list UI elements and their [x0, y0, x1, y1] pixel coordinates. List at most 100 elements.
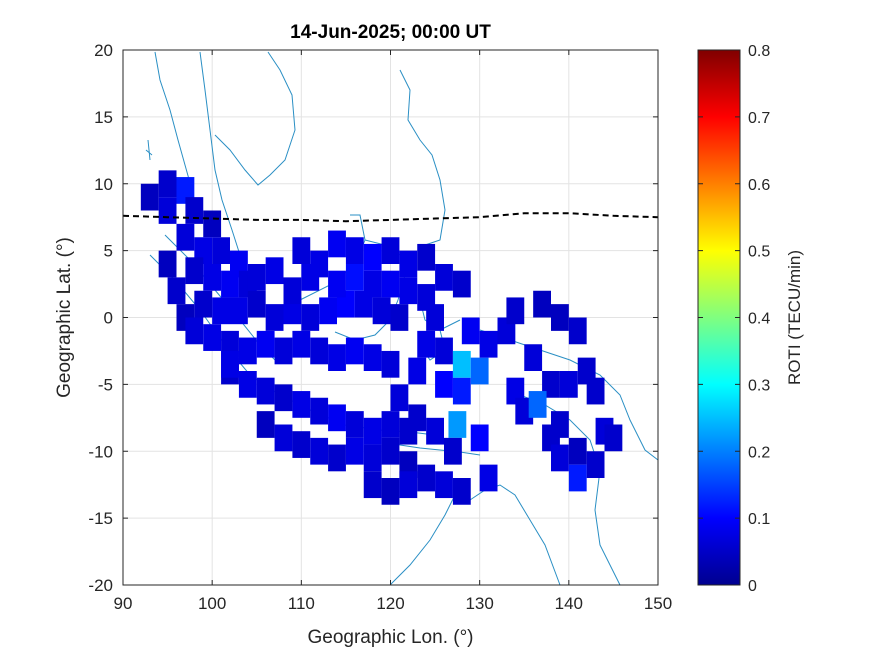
y-tick-label: 0: [104, 309, 113, 328]
roti-cell: [479, 464, 498, 492]
colorbar-tick-label: 0.5: [748, 244, 770, 261]
y-tick-label: 20: [94, 41, 113, 60]
colorbar: 0.8 0.7 0.6 0.5 0.4 0.3 0.2 0.1 0 ROTI (TECU/min…: [697, 43, 804, 595]
coastline-australia-north: [389, 484, 561, 586]
roti-cell: [328, 230, 346, 258]
chart-title: 14-Jun-2025; 00:00 UT: [290, 22, 491, 43]
roti-cell: [399, 471, 418, 499]
roti-cell: [381, 478, 400, 505]
roti-cell: [292, 330, 311, 358]
roti-cell: [470, 424, 489, 452]
roti-cell: [390, 384, 409, 412]
roti-cell: [408, 357, 427, 385]
roti-cell: [328, 404, 346, 432]
roti-cell: [435, 264, 453, 291]
colorbar-tick-label: 0.1: [748, 511, 770, 528]
roti-cell: [221, 350, 239, 378]
roti-cell: [203, 264, 222, 291]
colorbar-title: ROTI (TECU/min): [785, 250, 804, 385]
roti-cell: [435, 371, 453, 398]
roti-cell: [221, 270, 239, 298]
y-tick-labels: 20 15 10 5 0 -5 -10 -15 -20: [88, 41, 113, 595]
roti-cell: [265, 304, 284, 331]
colorbar-tick-label: 0.7: [748, 110, 770, 127]
colorbar-tick-label: 0.8: [748, 43, 770, 60]
y-tick-label: -20: [88, 576, 113, 595]
roti-cell: [408, 404, 427, 432]
roti-cell: [399, 277, 418, 305]
roti-cell: [345, 437, 364, 465]
coastline-indochina: [214, 51, 296, 186]
axis-ticks: [122, 49, 659, 586]
roti-cell: [559, 371, 578, 398]
coastline-new-guinea-north: [479, 329, 659, 461]
roti-cell: [452, 350, 471, 378]
y-tick-label: 10: [94, 175, 113, 194]
colorbar-tick-label: 0.6: [748, 177, 770, 194]
roti-cell: [363, 444, 382, 472]
roti-cell: [345, 237, 364, 264]
coastline-myanmar: [154, 51, 193, 191]
roti-cell: [363, 344, 382, 371]
roti-cell: [568, 317, 587, 345]
roti-cell: [328, 344, 346, 371]
colorbar-ticks: 0.8 0.7 0.6 0.5 0.4 0.3 0.2 0.1 0: [698, 43, 770, 595]
y-tick-label: -5: [98, 375, 113, 394]
roti-cell: [568, 437, 587, 465]
roti-cell: [238, 337, 257, 365]
roti-cell: [399, 250, 418, 278]
colorbar-tick-label: 0.2: [748, 444, 770, 461]
roti-cell: [426, 417, 444, 445]
roti-cell: [363, 270, 382, 298]
x-tick-label: 130: [465, 594, 493, 613]
colorbar-tick-label: 0.4: [748, 311, 770, 328]
roti-cell: [533, 290, 551, 318]
roti-cell: [372, 297, 391, 325]
roti-cell: [568, 464, 587, 492]
y-tick-label: 15: [94, 108, 113, 127]
roti-cell: [604, 424, 623, 452]
roti-cell: [158, 250, 177, 278]
roti-cell: [140, 183, 159, 211]
roti-cell: [586, 377, 605, 405]
roti-cell: [435, 337, 453, 365]
roti-cell: [292, 431, 311, 458]
roti-cell: [301, 304, 320, 331]
roti-cell: [274, 384, 293, 412]
roti-cell: [292, 237, 311, 264]
roti-cell: [506, 297, 525, 325]
x-axis-title: Geographic Lon. (°): [307, 627, 473, 648]
y-axis-title: Geographic Lat. (°): [54, 237, 75, 398]
roti-cell: [256, 411, 275, 438]
roti-cell: [448, 411, 467, 438]
x-tick-label: 90: [114, 594, 133, 613]
roti-cell: [230, 297, 248, 325]
roti-cell: [524, 344, 543, 371]
roti-cell: [274, 424, 293, 452]
roti-cell: [167, 277, 186, 305]
roti-cell: [363, 471, 382, 499]
roti-cell: [528, 391, 547, 418]
roti-cell: [381, 270, 400, 298]
coastline-philippines: [399, 69, 446, 246]
roti-cell: [247, 290, 266, 318]
roti-cell: [345, 264, 364, 291]
y-tick-label: -10: [88, 442, 113, 461]
x-tick-label: 140: [555, 594, 583, 613]
x-tick-label: 100: [198, 594, 226, 613]
roti-cell: [310, 337, 329, 365]
roti-cell: [158, 170, 177, 198]
roti-cell: [194, 290, 213, 318]
roti-cell: [363, 417, 382, 445]
roti-cell: [551, 444, 569, 472]
roti-cell: [417, 464, 436, 492]
roti-cell: [185, 197, 204, 224]
roti-cell: [381, 437, 400, 465]
roti-cell: [381, 237, 400, 264]
y-tick-label: 5: [104, 242, 113, 261]
roti-cell: [265, 257, 284, 285]
colorbar-tick-label: 0: [748, 578, 757, 595]
coastline-andaman: [145, 139, 153, 161]
roti-cell: [417, 330, 436, 358]
